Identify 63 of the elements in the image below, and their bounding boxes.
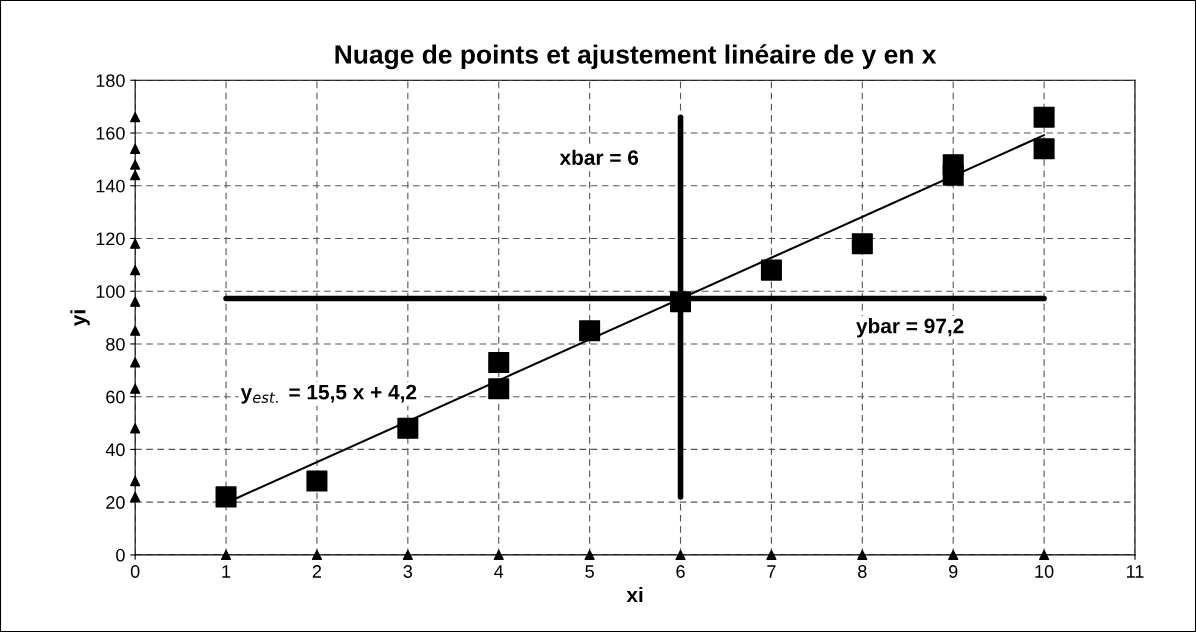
point [220,549,232,560]
annotation: xbar = 6 [559,149,639,165]
point [130,170,141,181]
x-tick-label: 3 [403,565,413,578]
point [397,417,419,439]
point [311,549,323,560]
x-tick-label: 7 [767,565,776,578]
point [857,549,868,560]
point [130,112,141,123]
point [760,259,782,281]
point [1033,138,1055,160]
x-tick-label: 2 [312,565,322,578]
point [851,233,873,255]
point [488,351,510,373]
point [670,291,692,313]
x-tick-label: 8 [858,565,867,578]
annotation: y$_{est.}$ = 15,5 x + 4,2 [240,384,417,404]
y-tick-label: 20 [106,496,125,509]
point [130,357,141,368]
x-tick-label: 4 [494,565,504,578]
point [1033,106,1055,128]
y-tick-label: 160 [96,126,125,140]
point [130,238,141,249]
point [130,325,141,336]
point [130,143,141,154]
x-tick-label: 6 [676,565,685,578]
annotation: ybar = 97,2 [856,318,964,338]
point [130,296,141,307]
point [130,383,141,394]
y-tick-label: 0 [116,548,125,562]
x-tick-label: 11 [1127,565,1144,578]
point [130,159,141,170]
y-tick-label: 60 [106,390,125,404]
point [493,549,504,560]
y-tick-label: 140 [96,179,125,193]
point [130,491,141,502]
x-axis-title: xi [626,587,643,603]
point [584,549,595,560]
point [675,549,686,560]
point [579,320,601,342]
y-axis-title: yi [70,310,90,327]
x-tick-label: 5 [585,565,594,578]
chart-title: Nuage de points et ajustement linéaire de y en x [335,44,937,70]
point [215,486,237,508]
y-tick-label: 80 [106,337,125,351]
x-tick-label: 9 [949,565,958,578]
y-tick-label: 180 [96,74,125,87]
y-tick-label: 40 [105,443,125,457]
x-tick-label: 10 [1035,565,1054,578]
point [488,378,510,400]
point [130,265,141,276]
point [130,423,141,434]
point [402,549,413,560]
y-tick-label: 120 [96,232,125,246]
point [942,154,964,176]
point [766,549,777,560]
x-tick-label: 0 [130,565,140,578]
y-tick-label: 100 [96,285,125,298]
point [306,470,328,492]
point [130,475,141,487]
point [1039,549,1050,560]
point [948,549,959,560]
x-tick-label: 1 [222,565,231,578]
